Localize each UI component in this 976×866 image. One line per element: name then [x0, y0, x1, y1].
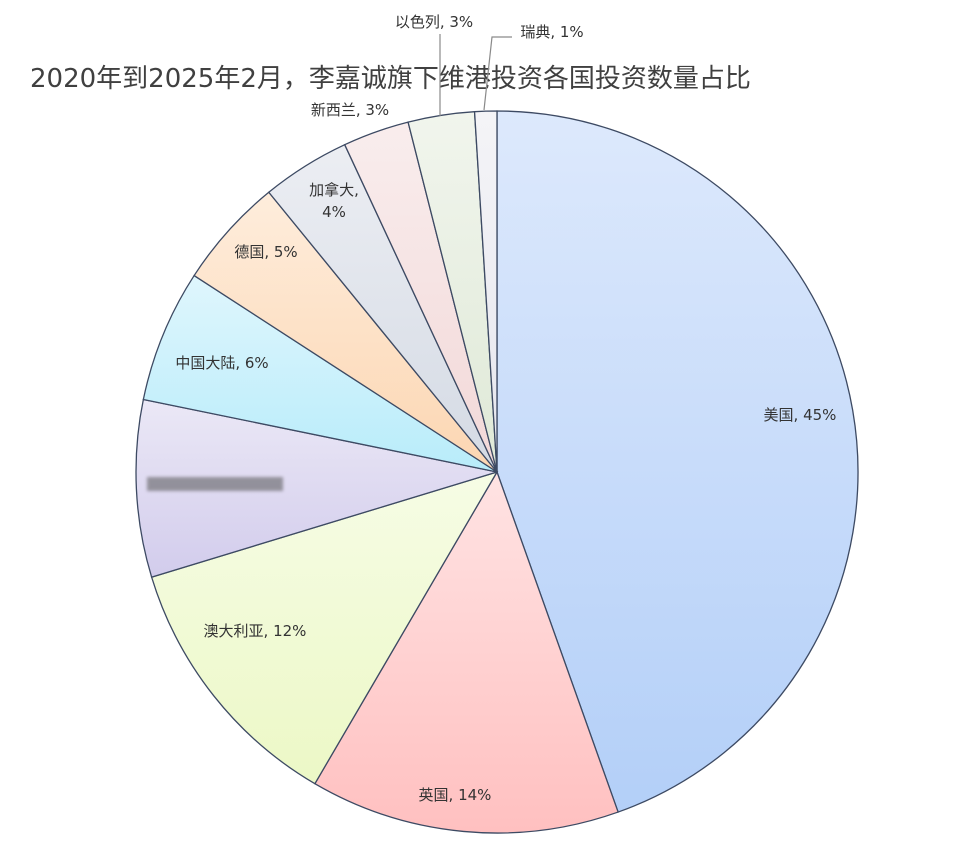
- pie-slice-9: [473, 110, 498, 473]
- slice-label-4: 中国大陆, 6%: [175, 354, 268, 372]
- leader-line-9: [483, 36, 512, 111]
- obscured-label-3: [147, 477, 283, 491]
- pie-slice-0: [496, 110, 859, 813]
- pie-slice-4: [142, 274, 498, 473]
- leader-lines: [439, 34, 512, 116]
- pie-slice-1: [313, 470, 619, 834]
- slice-label-1: 英国, 14%: [419, 786, 492, 804]
- slice-label-6: 加拿大, 4%: [309, 181, 359, 221]
- chart-title: 2020年到2025年2月，李嘉诚旗下维港投资各国投资数量占比: [30, 64, 751, 94]
- slice-label-7: 新西兰, 3%: [311, 101, 389, 119]
- slice-label-0: 美国, 45%: [764, 406, 837, 424]
- slice-label-2: 澳大利亚, 12%: [204, 622, 307, 640]
- slice-label-9: 瑞典, 1%: [520, 23, 583, 41]
- slices-group: [135, 110, 859, 834]
- pie-slice-2: [150, 470, 499, 785]
- pie-slice-3: [135, 398, 498, 578]
- slice-label-8: 以色列, 3%: [395, 13, 473, 31]
- slice-label-5: 德国, 5%: [234, 243, 297, 261]
- slice-labels: 美国, 45% 英国, 14% 澳大利亚, 12% 中国大陆, 6% 德国, 5% 加拿大…: [147, 13, 836, 804]
